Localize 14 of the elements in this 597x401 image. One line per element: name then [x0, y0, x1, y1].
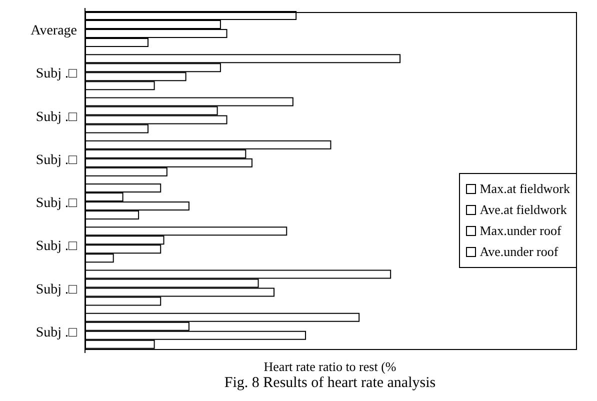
y-tick-label: Subj .□: [36, 196, 78, 212]
legend-label: Max.under roof: [480, 223, 562, 239]
y-tick-label: Subj .□: [36, 282, 78, 298]
caption: Fig. 8 Results of heart rate analysis: [223, 375, 437, 392]
y-tick-label: Average: [30, 24, 77, 39]
legend-label: Ave.at fieldwork: [480, 202, 567, 218]
x-axis-title: Heart rate ratio to rest (%: [262, 359, 398, 375]
legend-label: Max.at fieldwork: [480, 181, 570, 197]
y-tick-label: Subj .□: [36, 152, 78, 168]
legend-label: Ave.under roof: [480, 244, 558, 260]
y-tick-label: Subj .□: [36, 325, 78, 340]
y-tick-label: Subj .□: [36, 110, 78, 125]
y-tick-label: Subj .□: [36, 66, 78, 82]
y-tick-label: Subj .□: [36, 239, 78, 254]
